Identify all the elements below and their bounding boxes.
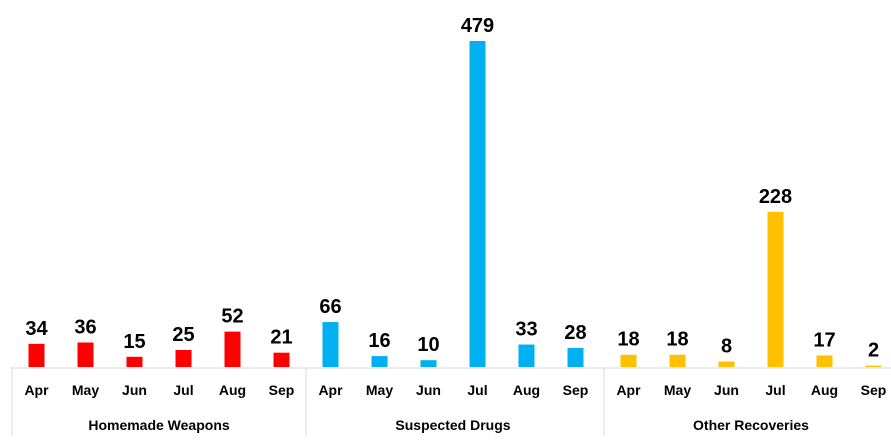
bar <box>420 360 437 367</box>
tick-label: Jul <box>173 382 193 398</box>
data-label: 25 <box>172 324 194 346</box>
data-label: 36 <box>74 316 96 338</box>
bar <box>175 349 192 367</box>
data-label: 21 <box>270 327 292 349</box>
tick-label: Jul <box>765 382 785 398</box>
tick-label: Aug <box>811 382 838 398</box>
data-label: 16 <box>368 330 390 352</box>
bar <box>224 331 241 367</box>
bar <box>718 361 735 367</box>
data-label: 15 <box>123 331 145 353</box>
data-label: 33 <box>515 319 537 341</box>
tick-label: Jun <box>714 382 739 398</box>
data-label: 479 <box>461 15 494 37</box>
tick-label: Sep <box>861 382 887 398</box>
bar <box>273 352 290 367</box>
tick-label: Sep <box>269 382 295 398</box>
tick-label: Jul <box>467 382 487 398</box>
bar <box>620 354 637 367</box>
bar <box>865 365 882 367</box>
bar <box>28 343 45 367</box>
tick-label: Jun <box>122 382 147 398</box>
tick-label: Apr <box>616 382 641 398</box>
bar <box>816 355 833 367</box>
tick-label: Aug <box>513 382 540 398</box>
bar <box>567 347 584 367</box>
data-label: 34 <box>25 318 48 340</box>
data-label: 228 <box>759 186 792 208</box>
data-label: 2 <box>868 340 879 362</box>
tick-label: Sep <box>563 382 589 398</box>
bar <box>322 322 339 367</box>
data-label: 66 <box>319 296 341 318</box>
group-label: Homemade Weapons <box>88 417 230 433</box>
tick-label: May <box>366 382 393 398</box>
tick-label: Apr <box>24 382 49 398</box>
tick-label: Jun <box>416 382 441 398</box>
data-label: 17 <box>813 329 835 351</box>
data-label: 18 <box>666 329 688 351</box>
bar <box>669 354 686 367</box>
data-label: 28 <box>564 322 586 344</box>
tick-label: Apr <box>318 382 343 398</box>
tick-label: Aug <box>219 382 246 398</box>
data-label: 52 <box>221 306 243 328</box>
bar <box>371 356 388 367</box>
bar <box>126 356 143 367</box>
group-label: Other Recoveries <box>693 417 809 433</box>
bar <box>77 342 94 367</box>
bar <box>469 41 486 367</box>
bar <box>518 344 535 367</box>
data-label: 10 <box>417 334 439 356</box>
tick-label: May <box>664 382 691 398</box>
data-label: 18 <box>617 329 639 351</box>
group-label: Suspected Drugs <box>395 417 510 433</box>
bar <box>767 211 784 367</box>
tick-label: May <box>72 382 99 398</box>
data-label: 8 <box>721 336 732 358</box>
